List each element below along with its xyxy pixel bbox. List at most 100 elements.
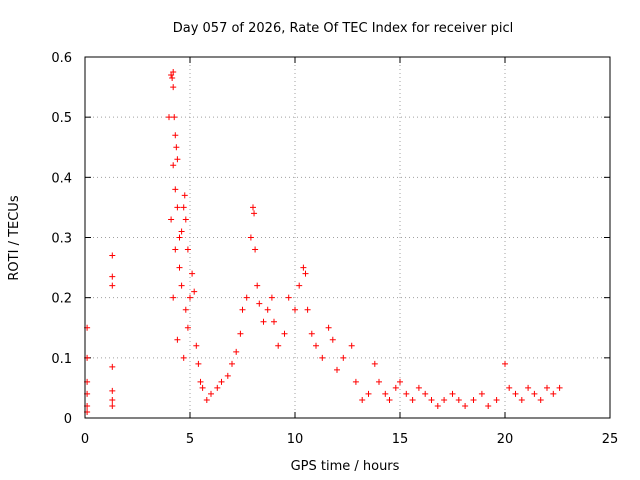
data-point: [170, 69, 177, 76]
y-tick-label: 0.4: [51, 171, 72, 186]
data-point: [271, 318, 277, 325]
y-tick-label: 0: [64, 412, 72, 427]
x-tick-label: 10: [287, 432, 304, 447]
data-point: [173, 144, 180, 151]
data-point: [180, 354, 187, 361]
data-point: [512, 390, 519, 397]
data-point: [371, 360, 378, 367]
data-point: [109, 282, 116, 289]
data-point: [300, 264, 307, 271]
data-point: [319, 354, 326, 361]
data-point: [174, 156, 181, 163]
data-point: [214, 384, 221, 391]
data-point: [359, 396, 366, 403]
data-point: [550, 390, 557, 397]
x-tick-label: 15: [392, 432, 409, 447]
data-point: [518, 396, 525, 403]
data-point: [485, 402, 492, 409]
data-point: [195, 360, 202, 367]
data-point: [292, 306, 298, 313]
data-point: [189, 270, 196, 277]
data-point: [260, 318, 267, 325]
data-point: [182, 216, 189, 223]
data-point: [449, 390, 456, 397]
data-point: [462, 402, 469, 409]
data-points: [84, 69, 563, 415]
data-point: [180, 204, 187, 211]
data-point: [166, 114, 172, 121]
data-point: [502, 360, 508, 367]
data-point: [397, 378, 403, 385]
data-point: [348, 342, 355, 349]
data-point: [537, 396, 544, 403]
data-point: [176, 234, 183, 241]
data-point: [264, 306, 271, 313]
data-point: [109, 396, 116, 403]
data-point: [239, 306, 246, 313]
data-point: [531, 390, 538, 397]
y-axis-label: ROTI / TECUs: [7, 195, 22, 280]
data-point: [376, 378, 382, 385]
data-point: [478, 390, 485, 397]
y-tick-label: 0.5: [51, 111, 72, 126]
x-tick-label: 25: [602, 432, 619, 447]
data-point: [334, 366, 340, 373]
data-point: [525, 384, 532, 391]
data-point: [218, 378, 225, 385]
data-point: [168, 72, 175, 79]
data-point: [170, 84, 177, 91]
data-point: [409, 396, 416, 403]
data-point: [275, 342, 282, 349]
data-point: [247, 234, 254, 241]
data-point: [352, 378, 359, 385]
data-point: [386, 396, 393, 403]
axis-ticks: 0 5 10 15 20 25 0 0.1 0.2 0.3 0.4 0.5 0.6: [51, 51, 618, 447]
data-point: [168, 216, 175, 223]
data-point: [434, 402, 441, 409]
data-point: [382, 390, 389, 397]
data-point: [422, 390, 429, 397]
data-point: [170, 162, 177, 169]
x-tick-label: 0: [81, 432, 89, 447]
data-point: [170, 294, 177, 301]
data-point: [109, 252, 116, 259]
data-point: [172, 246, 179, 253]
data-point: [365, 390, 372, 397]
data-point: [178, 228, 185, 235]
data-point: [224, 372, 231, 379]
y-tick-label: 0.3: [51, 232, 72, 247]
data-point: [184, 324, 191, 331]
data-point: [171, 114, 178, 121]
data-point: [415, 384, 422, 391]
data-point: [302, 270, 309, 277]
data-point: [109, 363, 116, 370]
data-point: [184, 246, 191, 253]
data-point: [544, 384, 550, 391]
data-point: [109, 402, 116, 409]
data-point: [178, 282, 185, 289]
data-point: [340, 354, 347, 361]
data-point: [251, 210, 258, 217]
data-point: [256, 300, 263, 307]
plot-frame: [84, 56, 611, 419]
data-point: [176, 264, 183, 271]
data-point: [109, 273, 116, 280]
data-point: [285, 294, 292, 301]
data-point: [191, 288, 198, 295]
data-point: [181, 192, 188, 199]
data-point: [174, 204, 181, 211]
data-point: [556, 384, 563, 391]
data-point: [250, 204, 256, 211]
x-axis-label: GPS time / hours: [291, 459, 400, 474]
data-point: [169, 75, 176, 82]
data-point: [203, 396, 210, 403]
data-point: [329, 336, 336, 343]
data-point: [493, 396, 500, 403]
data-point: [428, 396, 435, 403]
data-point: [187, 294, 193, 301]
data-point: [304, 306, 311, 313]
data-point: [199, 384, 206, 391]
data-point: [182, 306, 189, 313]
data-point: [193, 342, 200, 349]
